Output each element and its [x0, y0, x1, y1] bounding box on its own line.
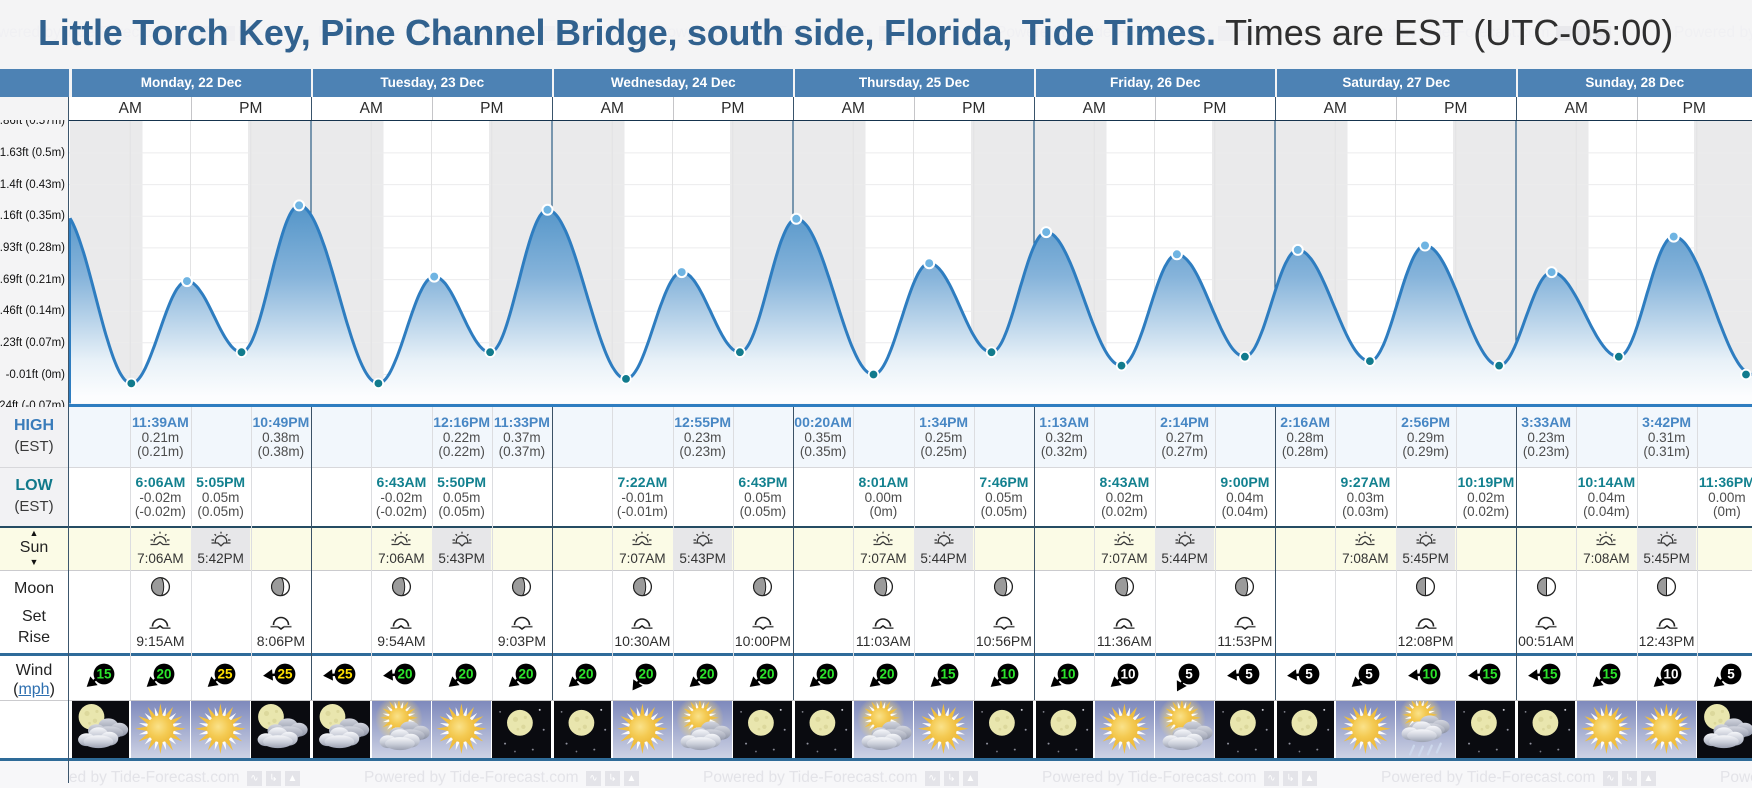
- svg-text:20: 20: [518, 667, 533, 682]
- svg-text:5: 5: [1305, 667, 1313, 682]
- svg-text:20: 20: [398, 667, 413, 682]
- svg-text:15: 15: [1603, 667, 1619, 682]
- svg-text:15: 15: [1482, 667, 1498, 682]
- svg-text:10: 10: [1061, 667, 1076, 682]
- svg-text:10: 10: [1000, 667, 1015, 682]
- svg-text:10: 10: [1422, 667, 1437, 682]
- svg-text:5: 5: [1185, 667, 1193, 682]
- svg-text:20: 20: [157, 667, 172, 682]
- svg-text:15: 15: [97, 667, 113, 682]
- svg-text:20: 20: [880, 667, 895, 682]
- svg-text:5: 5: [1366, 667, 1374, 682]
- svg-text:15: 15: [940, 667, 956, 682]
- svg-text:20: 20: [579, 667, 594, 682]
- svg-text:15: 15: [1543, 667, 1559, 682]
- svg-text:25: 25: [217, 667, 233, 682]
- svg-text:25: 25: [277, 667, 293, 682]
- svg-text:5: 5: [1245, 667, 1253, 682]
- svg-text:20: 20: [759, 667, 774, 682]
- svg-text:20: 20: [458, 667, 473, 682]
- svg-text:20: 20: [699, 667, 714, 682]
- svg-text:10: 10: [1121, 667, 1136, 682]
- svg-text:20: 20: [820, 667, 835, 682]
- svg-text:10: 10: [1663, 667, 1678, 682]
- svg-text:20: 20: [639, 667, 654, 682]
- svg-text:25: 25: [338, 667, 354, 682]
- svg-text:5: 5: [1727, 667, 1735, 682]
